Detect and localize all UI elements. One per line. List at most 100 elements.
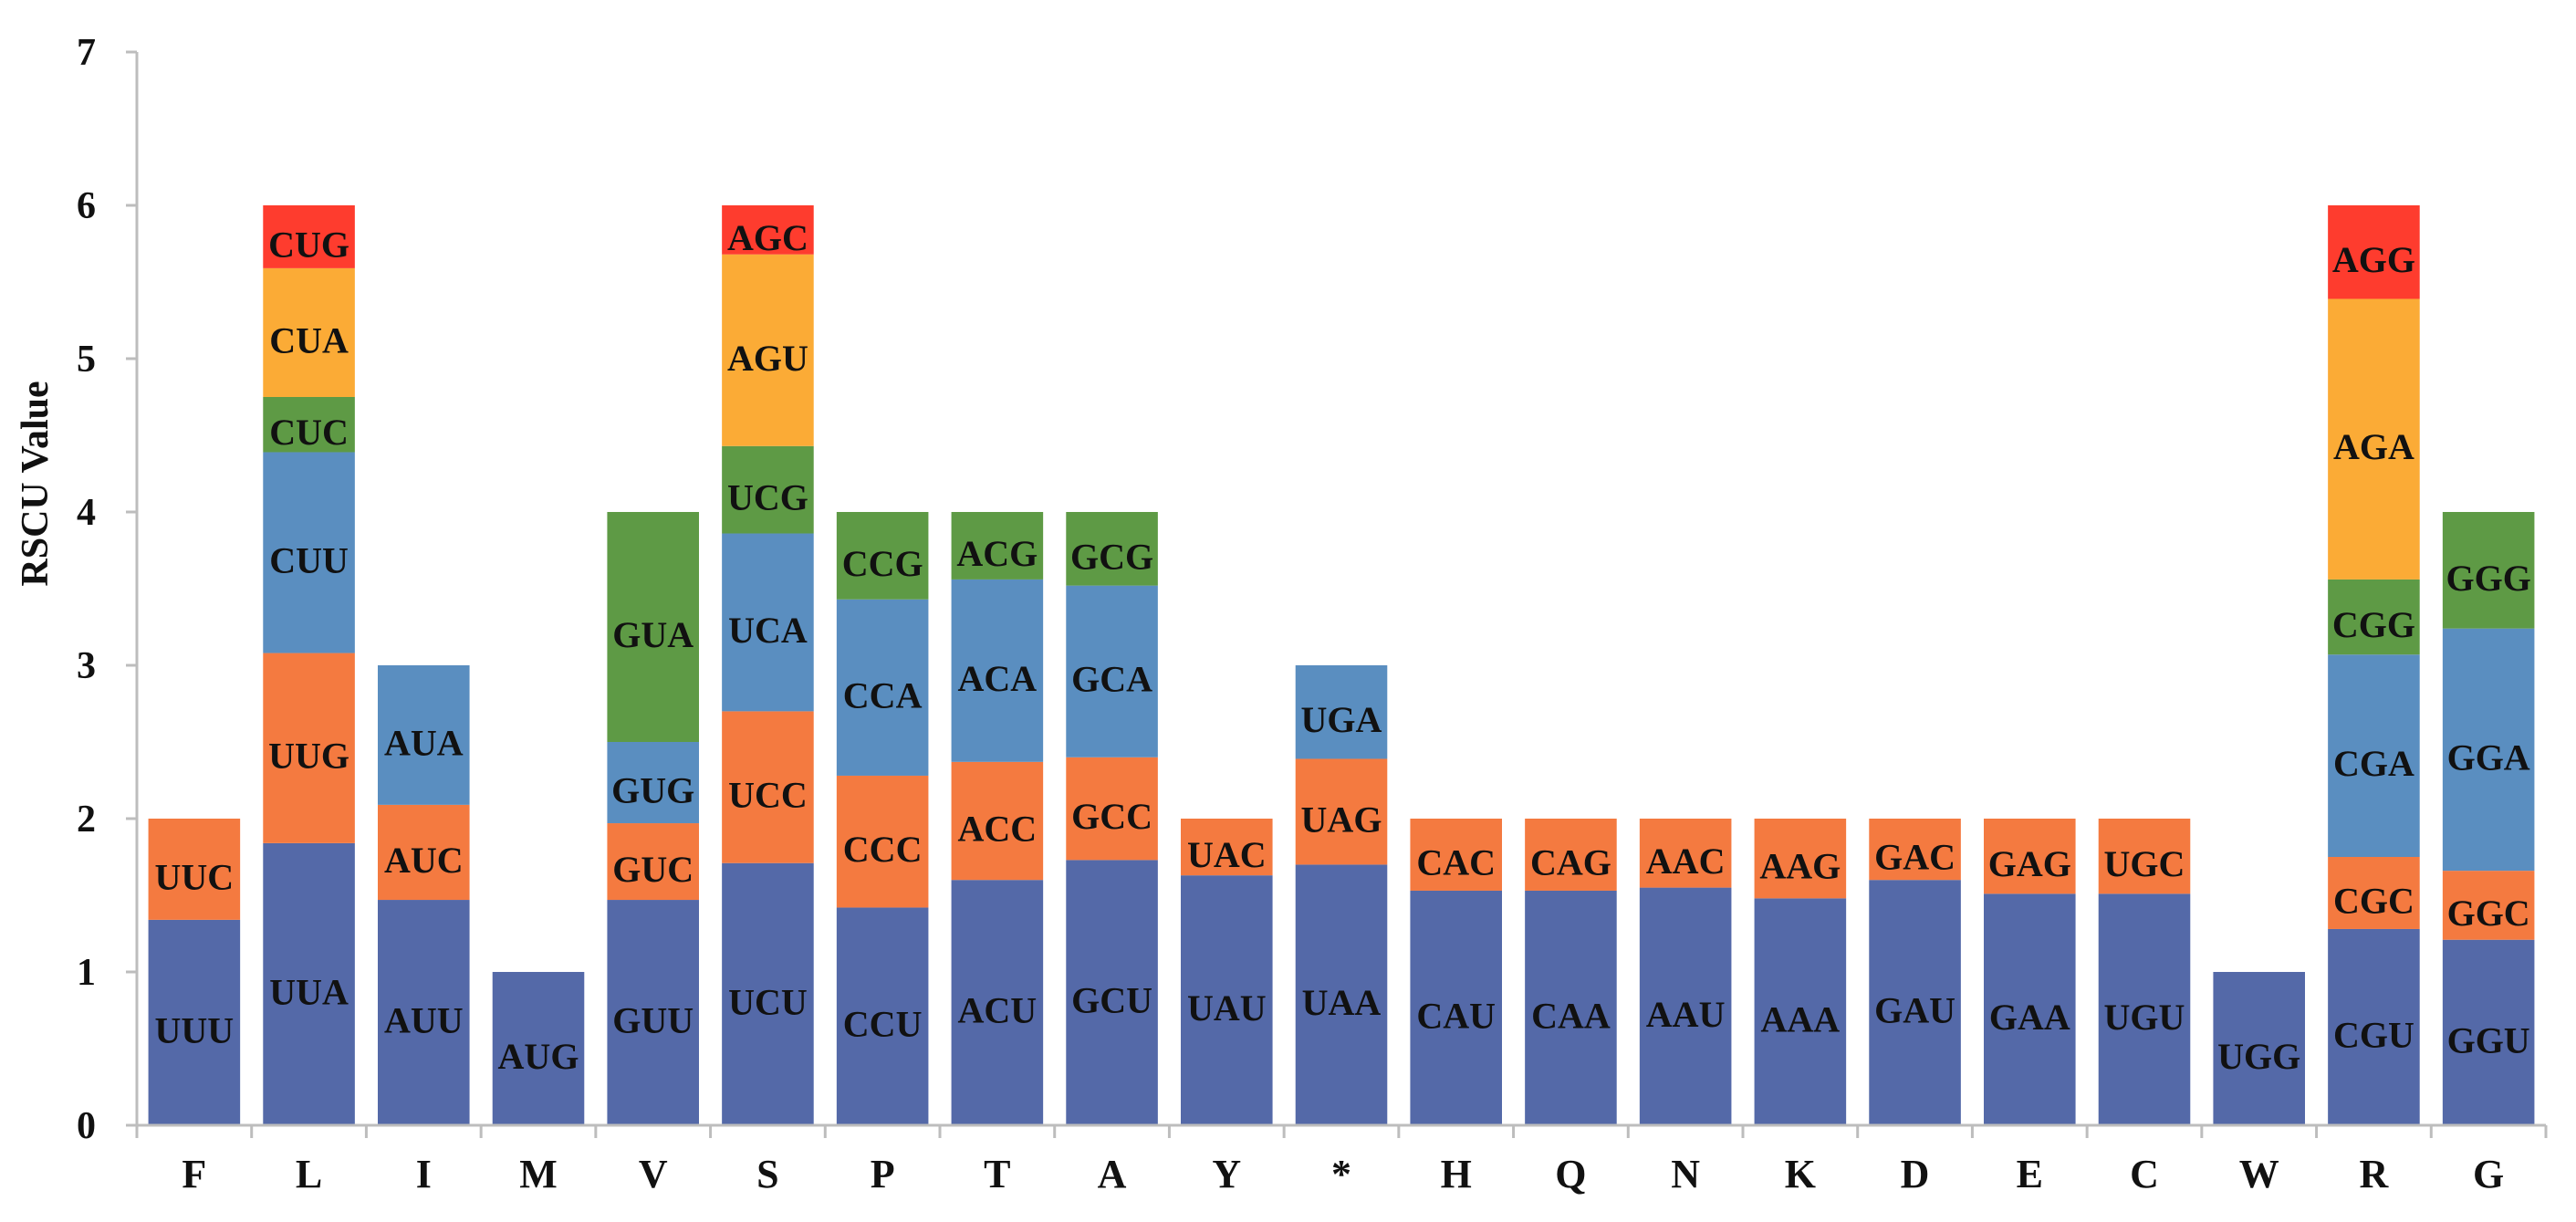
x-tick-label: G — [2473, 1152, 2504, 1196]
bar-segment-AUU — [378, 900, 470, 1125]
bar-segment-UAA — [1295, 864, 1388, 1125]
bar-segment-UCG — [722, 445, 814, 534]
bar-segment-AAU — [1639, 887, 1732, 1125]
codon-label-GCG: GCG — [1070, 536, 1153, 577]
bar-segment-AAG — [1754, 819, 1847, 899]
bar-segment-CUU — [263, 452, 355, 653]
codon-label-CUG: CUG — [268, 224, 349, 265]
bar-segment-ACU — [951, 880, 1044, 1125]
codon-label-GAG: GAG — [1988, 843, 2071, 884]
bar-segment-CUG — [263, 205, 355, 268]
bar-stack-H: CAU CAC — [1410, 819, 1502, 1125]
codon-label-AGC: AGC — [727, 217, 808, 258]
bar-segment-AGC — [722, 205, 814, 255]
codon-label-AUU: AUU — [384, 1000, 464, 1041]
bar-segment-CGA — [2328, 654, 2420, 857]
codon-label-UAC: UAC — [1187, 834, 1267, 875]
bar-segment-CAU — [1410, 890, 1502, 1125]
codon-label-AGA: AGA — [2333, 426, 2414, 467]
bar-stack-Y: UAU UAC — [1181, 819, 1273, 1125]
codon-label-GUG: GUG — [611, 770, 694, 811]
bar-stack-E: GAA GAG — [1984, 819, 2076, 1125]
bar-segment-GCA — [1066, 585, 1158, 757]
bar-segment-GAC — [1869, 819, 1961, 881]
codon-label-UGU: UGU — [2104, 997, 2185, 1038]
codon-label-UAU: UAU — [1187, 987, 1267, 1029]
codon-label-CGG: CGG — [2332, 604, 2415, 645]
bar-stack-C: UGU UGC — [2098, 819, 2191, 1125]
x-tick-label: M — [519, 1152, 558, 1196]
x-tick-label: D — [1901, 1152, 1930, 1196]
bar-segment-AAA — [1754, 898, 1847, 1125]
bar-segment-AUC — [378, 804, 470, 901]
x-tick-label: V — [639, 1152, 668, 1196]
bar-segment-AUA — [378, 665, 470, 805]
bar-segment-GCG — [1066, 512, 1158, 586]
codon-label-GAC: GAC — [1874, 837, 1955, 878]
bar-stack-W: UGG — [2213, 972, 2305, 1125]
x-tick-label: E — [2017, 1152, 2043, 1196]
x-tick-label: Y — [1212, 1152, 1241, 1196]
bar-stack-P: CCU CCC CCA CCG — [836, 512, 929, 1125]
y-tick-label: 2 — [77, 799, 96, 841]
x-axis: F L I M V S P T A Y * H Q N K D E C W R G — [135, 1123, 2548, 1196]
codon-label-UGC: UGC — [2104, 843, 2185, 884]
bar-segment-AAC — [1639, 819, 1732, 888]
bar-segment-AGU — [722, 254, 814, 446]
bar-segment-UUG — [263, 653, 355, 843]
bar-segment-GUA — [607, 512, 699, 742]
bar-stack-D: GAU GAC — [1869, 819, 1961, 1125]
bar-segment-CGU — [2328, 928, 2420, 1125]
codon-label-AAG: AAG — [1759, 846, 1841, 887]
y-tick-label: 5 — [77, 339, 96, 381]
x-tick-label: N — [1671, 1152, 1700, 1196]
bar-segment-UAU — [1181, 875, 1273, 1125]
bar-segment-UGG — [2213, 972, 2305, 1125]
x-tick-label: Q — [1555, 1152, 1586, 1196]
y-tick-label: 6 — [77, 185, 96, 227]
y-tick-label: 7 — [77, 32, 96, 74]
codon-label-UGG: UGG — [2217, 1036, 2300, 1077]
bar-segment-CCG — [836, 512, 929, 600]
bar-segment-ACG — [951, 512, 1044, 580]
bar-stack-S: UCU UCC UCA UCG AGU AGC — [722, 205, 814, 1125]
x-tick-label: R — [2360, 1152, 2390, 1196]
codon-label-UCA: UCA — [728, 610, 808, 651]
codon-label-UUG: UUG — [268, 736, 349, 777]
bar-segment-UGU — [2098, 893, 2191, 1125]
codon-label-GCC: GCC — [1071, 796, 1152, 837]
bar-stack-F: UUU UUC — [148, 819, 241, 1125]
codon-label-GGU: GGU — [2447, 1019, 2530, 1060]
codon-label-CAU: CAU — [1416, 995, 1496, 1036]
bar-segment-GGG — [2442, 512, 2535, 629]
codon-label-CCG: CCG — [842, 543, 923, 584]
bar-segment-GGA — [2442, 628, 2535, 872]
bar-segment-GCU — [1066, 860, 1158, 1125]
codon-label-AGU: AGU — [727, 338, 808, 379]
bar-segment-GUC — [607, 823, 699, 901]
bars: UUUUUCUUAUUGCUUCUCCUACUGAUUAUCAUAAUGGUUG… — [148, 205, 2535, 1125]
x-tick-label: L — [296, 1152, 322, 1196]
codon-label-AAA: AAA — [1761, 999, 1841, 1040]
codon-label-GAU: GAU — [1874, 990, 1955, 1031]
codon-label-GUU: GUU — [612, 1000, 694, 1041]
codon-label-CAG: CAG — [1530, 841, 1611, 883]
codon-label-AUG: AUG — [498, 1036, 579, 1077]
codon-label-ACC: ACC — [958, 809, 1038, 850]
bar-segment-GAA — [1984, 893, 2076, 1125]
codon-label-CUU: CUU — [269, 540, 349, 581]
codon-label-UCC: UCC — [728, 775, 808, 816]
codon-label-CAA: CAA — [1531, 995, 1611, 1036]
bar-segment-UCU — [722, 862, 814, 1125]
y-tick-label: 0 — [77, 1105, 96, 1147]
bar-segment-CGG — [2328, 579, 2420, 655]
bar-segment-CAA — [1525, 890, 1617, 1125]
codon-label-AGG: AGG — [2332, 239, 2415, 280]
codon-label-UUC: UUC — [155, 856, 235, 897]
bar-segment-AGA — [2328, 298, 2420, 580]
codon-label-CUA: CUA — [269, 319, 349, 360]
codon-label-ACU: ACU — [958, 990, 1038, 1031]
bar-segment-CGC — [2328, 857, 2420, 929]
bar-stack-*: UAA UAG UGA — [1295, 665, 1388, 1125]
